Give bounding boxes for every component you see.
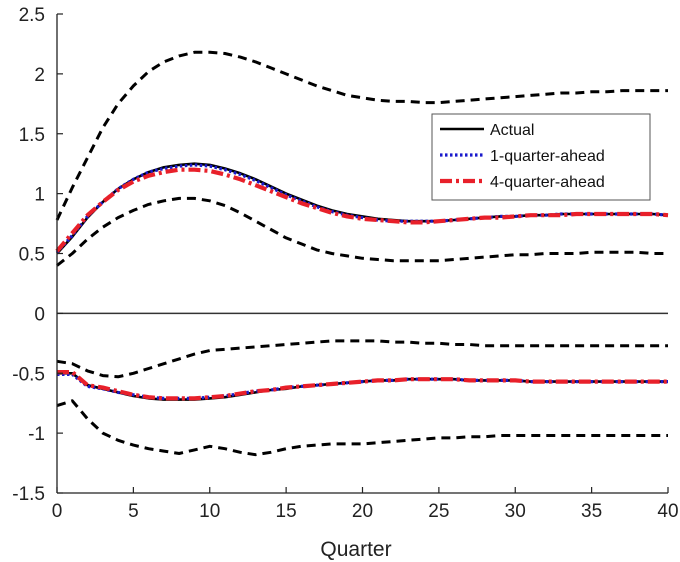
x-tick-label: 30 [505,501,526,522]
plot-area [55,50,669,457]
confidence-band-lower-band-upper [56,196,668,267]
x-tick-label: 25 [428,501,449,522]
x-tick-label: 20 [352,501,373,522]
y-tick-label: 2.5 [19,5,45,26]
y-tick-label: 0 [34,304,45,325]
legend: Actual 1-quarter-ahead 4-quarter-ahead [431,113,651,201]
confidence-band-upper-band-lower [56,339,668,379]
y-tick-label: 1.5 [19,125,45,146]
x-tick-label: 35 [581,501,602,522]
series-4-quarter-ahead-lower [57,370,668,401]
axes: 0 5 10 15 20 25 30 35 40 -1.5 -1 -0.5 0 0.5 1 1.5 2 2.5 [12,5,678,522]
legend-label-actual: Actual [490,122,534,139]
legend-label-4-quarter-ahead: 4-quarter-ahead [490,174,605,191]
legend-label-1-quarter-ahead: 1-quarter-ahead [490,148,605,165]
confidence-band-upper-band-upper [55,50,668,221]
y-tick-label: -0.5 [12,364,45,385]
x-tick-label: 5 [128,501,139,522]
y-tick-label: 2 [34,65,45,86]
y-tick-label: -1 [28,424,45,445]
confidence-band-lower-band-lower [56,399,668,457]
x-axis-title: Quarter [320,538,391,561]
x-tick-label: 15 [276,501,297,522]
y-tick-label: -1.5 [12,484,45,505]
series-1-quarter-ahead-lower [57,372,668,400]
x-tick-label: 40 [657,501,678,522]
y-tick-label: 0.5 [19,245,45,266]
series-4-quarter-ahead-upper [55,167,669,253]
y-tick-label: 1 [34,185,45,206]
x-tick-label: 10 [199,501,220,522]
x-tick-label: 0 [52,501,63,522]
